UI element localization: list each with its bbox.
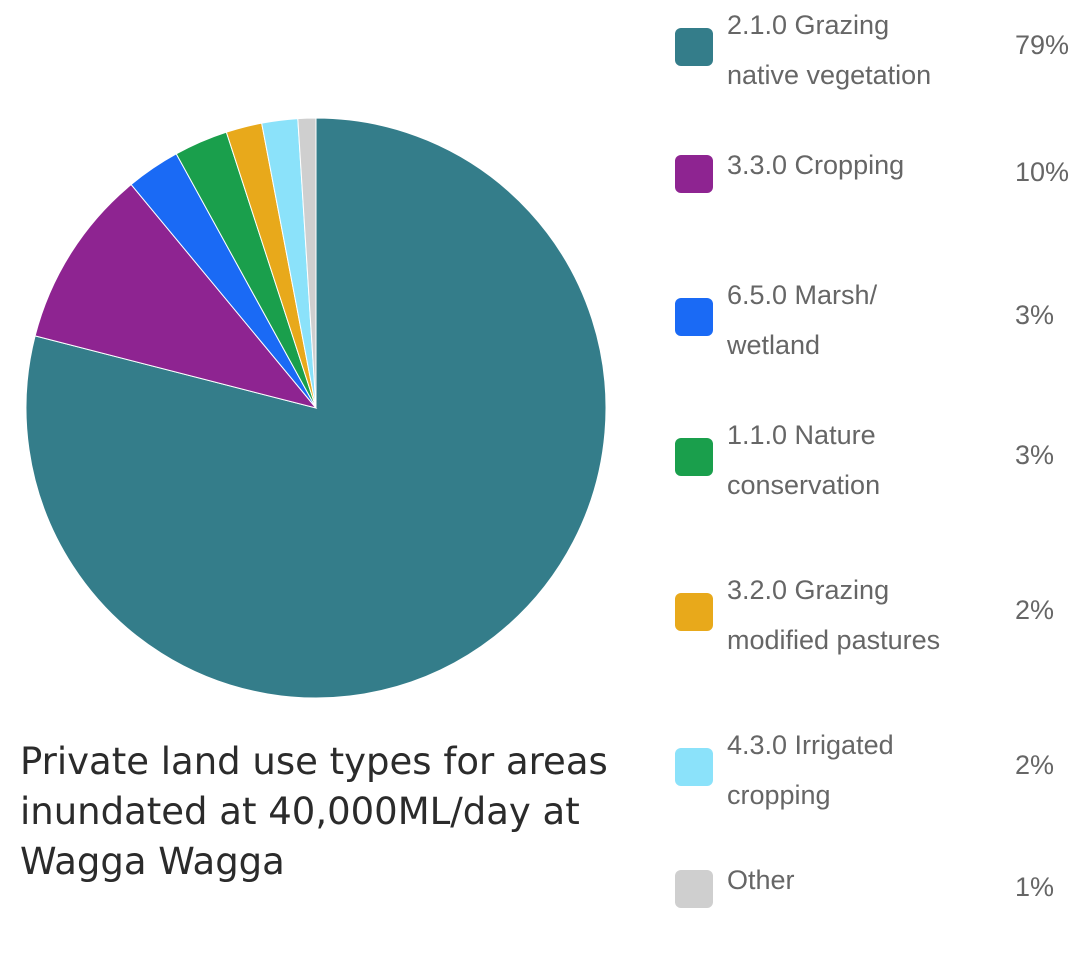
legend-label-line: 1.1.0 Nature xyxy=(727,420,876,450)
pie-chart xyxy=(0,0,640,720)
legend-label: 4.3.0 Irrigated cropping xyxy=(727,720,997,820)
pie-slice-2 xyxy=(34,183,318,409)
legend-item: 2.1.0 Grazing native vegetation 79% xyxy=(675,0,1092,120)
legend-label-line: wetland xyxy=(727,330,821,360)
legend-label-line: conservation xyxy=(727,470,881,500)
legend-percent: 2% xyxy=(1015,595,1055,625)
legend-percent: 2% xyxy=(1015,750,1055,780)
legend-label-line: 3.3.0 Cropping xyxy=(727,150,905,180)
caption-line-1: Private land use types for areas xyxy=(20,740,608,783)
legend-label-line: 3.2.0 Grazing xyxy=(727,575,890,605)
legend-label: 3.2.0 Grazing modified pastures xyxy=(727,565,997,665)
legend-percent: 1% xyxy=(1015,872,1055,902)
legend-swatch xyxy=(675,748,713,786)
legend-label: 3.3.0 Cropping xyxy=(727,140,997,190)
pie-chart-svg xyxy=(25,117,607,699)
legend-label: 2.1.0 Grazing native vegetation xyxy=(727,0,997,100)
legend-swatch xyxy=(675,438,713,476)
legend-item: 3.2.0 Grazing modified pastures 2% xyxy=(675,565,1092,685)
legend-item: 1.1.0 Nature conservation 3% xyxy=(675,410,1092,530)
legend-percent: 3% xyxy=(1015,300,1055,330)
legend-swatch xyxy=(675,298,713,336)
legend-item: Other 1% xyxy=(675,855,1092,975)
legend-label: 6.5.0 Marsh/wetland xyxy=(727,270,997,370)
legend-label-line: native vegetation xyxy=(727,60,932,90)
legend-swatch xyxy=(675,870,713,908)
legend-percent: 3% xyxy=(1015,440,1055,470)
legend-label-line: modified pastures xyxy=(727,625,941,655)
caption-line-2: inundated at 40,000ML/day at xyxy=(20,790,580,833)
legend-label-line: 2.1.0 Grazing xyxy=(727,10,890,40)
legend-label-line: 4.3.0 Irrigated xyxy=(727,730,894,760)
legend-swatch xyxy=(675,155,713,193)
legend-item: 6.5.0 Marsh/wetland 3% xyxy=(675,270,1092,390)
pie-slice-7 xyxy=(297,117,317,409)
pie-slice-1 xyxy=(25,117,607,699)
legend-label: Other xyxy=(727,855,997,905)
legend-label: 1.1.0 Nature conservation xyxy=(727,410,997,510)
legend-percent: 10% xyxy=(1015,157,1070,187)
legend-label-line: cropping xyxy=(727,780,831,810)
chart-caption: Private land use types for areas inundat… xyxy=(20,737,660,887)
chart-legend: 2.1.0 Grazing native vegetation 79% 3.3.0 C… xyxy=(675,0,1092,910)
legend-swatch xyxy=(675,593,713,631)
legend-label-line: Other xyxy=(727,865,795,895)
legend-label-line: 6.5.0 Marsh/ xyxy=(727,280,878,310)
legend-item: 3.3.0 Cropping 10% xyxy=(675,140,1092,260)
legend-percent: 79% xyxy=(1015,30,1070,60)
caption-line-3: Wagga Wagga xyxy=(20,840,285,883)
legend-swatch xyxy=(675,28,713,66)
legend-item: 4.3.0 Irrigated cropping 2% xyxy=(675,720,1092,840)
